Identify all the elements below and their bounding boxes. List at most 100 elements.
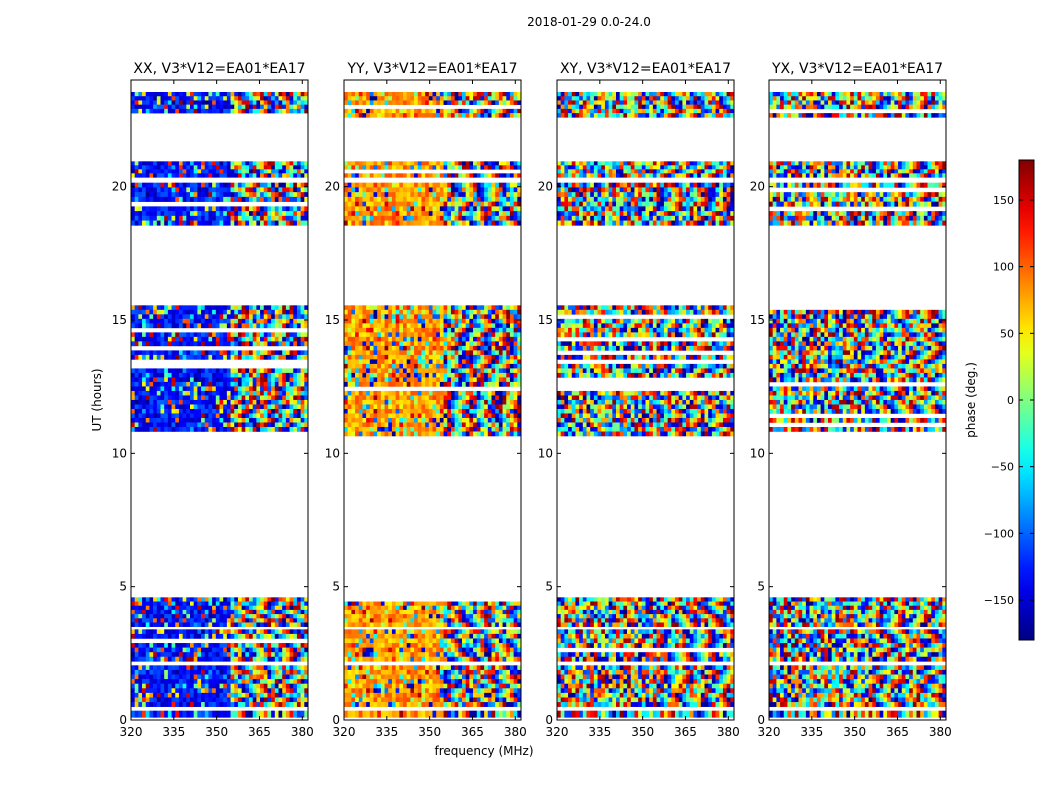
heatmap-cell: [226, 108, 231, 114]
heatmap-cell: [282, 104, 287, 110]
heatmap-cell: [234, 408, 239, 414]
heatmap-cell: [201, 215, 206, 221]
heatmap-cell: [454, 697, 459, 703]
heatmap-cell: [395, 341, 400, 347]
heatmap-cell: [347, 314, 352, 320]
heatmap-cell: [403, 643, 407, 648]
heatmap-cell: [160, 381, 165, 387]
heatmap-cell: [197, 108, 202, 114]
heatmap-cell: [362, 710, 367, 718]
heatmap-cell: [369, 368, 374, 374]
heatmap-cell: [473, 341, 478, 347]
heatmap-cell: [517, 609, 522, 615]
heatmap-cell: [175, 372, 180, 378]
heatmap-cell: [293, 618, 298, 623]
heatmap-cell: [223, 187, 228, 193]
heatmap-cell: [399, 665, 404, 671]
heatmap-cell: [473, 363, 478, 369]
heatmap-cell: [175, 220, 180, 226]
heatmap-cell: [219, 629, 224, 635]
heatmap-cell: [300, 605, 305, 611]
heatmap-cell: [285, 710, 290, 718]
heatmap-cell: [178, 629, 183, 635]
heatmap-cell: [178, 165, 183, 170]
heatmap-cell: [366, 345, 371, 351]
heatmap-cell: [219, 104, 224, 110]
heatmap-cell: [509, 609, 514, 615]
heatmap-cell: [300, 192, 305, 198]
heatmap-cell: [164, 381, 169, 387]
heatmap-cell: [380, 688, 385, 694]
heatmap-cell: [399, 318, 404, 324]
heatmap-cell: [395, 710, 400, 718]
heatmap-cell: [513, 702, 518, 707]
heatmap-cell: [391, 309, 396, 315]
heatmap-cell: [355, 697, 360, 703]
heatmap-cell: [278, 597, 283, 602]
heatmap-cell: [436, 674, 441, 680]
heatmap-cell: [167, 187, 172, 193]
heatmap-cell: [249, 187, 253, 193]
heatmap-cell: [149, 309, 154, 315]
heatmap-cell: [201, 422, 206, 428]
heatmap-cell: [296, 426, 301, 432]
heatmap-cell: [447, 305, 452, 311]
heatmap-cell: [506, 601, 511, 607]
heatmap-cell: [296, 665, 301, 671]
heatmap-cell: [491, 702, 496, 707]
heatmap-cell: [208, 169, 213, 174]
heatmap-cell: [138, 192, 143, 198]
heatmap-cell: [208, 426, 213, 432]
heatmap-cell: [249, 697, 253, 703]
heatmap-cell: [153, 688, 158, 694]
heatmap-cell: [256, 683, 261, 689]
heatmap-cell: [473, 702, 478, 707]
heatmap-cell: [469, 350, 474, 356]
heatmap-cell: [245, 108, 250, 114]
heatmap-cell: [417, 332, 422, 338]
heatmap-cell: [377, 314, 382, 320]
heatmap-cell: [491, 323, 496, 329]
heatmap-cell: [260, 196, 265, 202]
heatmap-cell: [171, 220, 176, 226]
heatmap-cell: [304, 683, 309, 689]
heatmap-cell: [138, 652, 143, 658]
heatmap-cell: [186, 211, 191, 217]
heatmap-cell: [237, 622, 242, 627]
heatmap-cell: [473, 605, 478, 611]
heatmap-cell: [384, 345, 389, 351]
heatmap-cell: [491, 618, 496, 623]
heatmap-cell: [193, 318, 198, 324]
heatmap-cell: [190, 697, 194, 703]
heatmap-cell: [358, 609, 363, 615]
heatmap-cell: [462, 350, 466, 356]
heatmap-cell: [304, 332, 309, 338]
heatmap-cell: [178, 336, 183, 342]
heatmap-cell: [473, 368, 478, 374]
heatmap-cell: [414, 656, 419, 662]
heatmap-cell: [458, 629, 463, 635]
heatmap-cell: [226, 354, 231, 360]
heatmap-cell: [197, 220, 202, 226]
heatmap-cell: [304, 220, 309, 226]
heatmap-cell: [241, 683, 246, 689]
heatmap-cell: [491, 605, 496, 611]
heatmap-cell: [208, 633, 213, 639]
heatmap-cell: [278, 702, 283, 707]
heatmap-cell: [293, 192, 298, 198]
heatmap-cell: [358, 697, 363, 703]
heatmap-cell: [347, 327, 352, 333]
heatmap-cell: [395, 332, 400, 338]
heatmap-cell: [142, 426, 147, 432]
heatmap-cell: [458, 638, 463, 644]
heatmap-cell: [241, 697, 246, 703]
heatmap-cell: [215, 196, 220, 202]
heatmap-cell: [208, 372, 213, 378]
heatmap-cell: [212, 399, 217, 405]
heatmap-cell: [167, 674, 172, 680]
heatmap-cell: [469, 643, 474, 648]
heatmap-cell: [219, 372, 224, 378]
heatmap-cell: [142, 679, 147, 684]
heatmap-cell: [212, 96, 217, 101]
heatmap-cell: [260, 669, 265, 675]
